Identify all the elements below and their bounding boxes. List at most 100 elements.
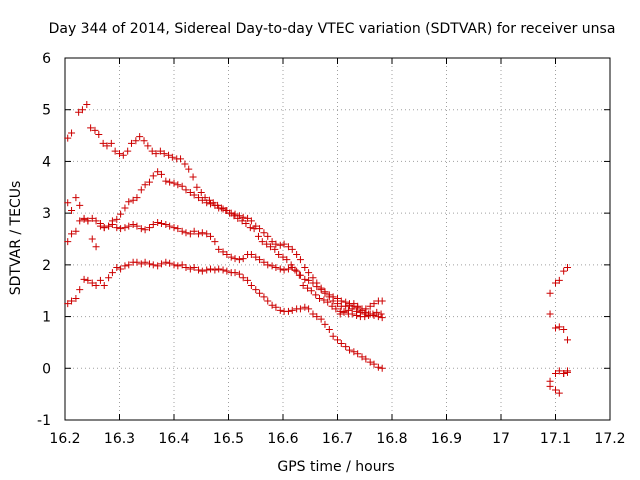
data-point <box>195 194 203 202</box>
data-point <box>144 142 152 150</box>
data-point <box>239 213 247 221</box>
data-point <box>563 336 571 344</box>
data-point <box>162 221 170 229</box>
data-point <box>117 210 125 218</box>
data-point <box>64 134 72 142</box>
data-point <box>72 194 80 202</box>
data-point <box>560 326 568 333</box>
data-point <box>157 219 165 227</box>
data-point <box>378 297 386 305</box>
data-point <box>320 296 328 304</box>
data-point <box>342 298 350 306</box>
data-point <box>301 263 309 271</box>
x-tick-label: 16.4 <box>158 431 189 447</box>
data-point <box>121 224 129 232</box>
data-point <box>166 222 174 230</box>
data-point <box>64 238 72 246</box>
data-point <box>264 261 272 269</box>
data-point <box>560 267 568 275</box>
data-point <box>117 265 125 273</box>
data-point <box>99 139 107 147</box>
data-point <box>284 265 292 273</box>
data-point <box>252 253 260 261</box>
data-point <box>152 150 160 158</box>
data-point <box>168 153 176 161</box>
data-point <box>91 126 99 134</box>
data-point <box>244 276 252 284</box>
data-point <box>127 139 135 147</box>
data-point <box>268 301 276 309</box>
data-point <box>186 265 194 273</box>
data-point <box>272 303 280 311</box>
x-axis-label: GPS time / hours <box>277 459 394 475</box>
data-point <box>76 201 84 209</box>
data-point <box>95 131 103 139</box>
axis-ticks <box>64 57 611 421</box>
data-point <box>552 279 559 287</box>
data-point <box>325 291 333 299</box>
data-point <box>203 199 211 207</box>
chart-title: Day 344 of 2014, Sidereal Day-to-day VTE… <box>49 21 616 37</box>
data-point <box>157 170 165 178</box>
data-point <box>304 284 312 292</box>
data-point <box>276 241 284 249</box>
data-point <box>154 168 162 176</box>
data-point <box>92 282 100 290</box>
data-point <box>87 124 95 132</box>
data-point <box>75 108 83 116</box>
data-point <box>348 305 356 313</box>
series-track-d <box>64 258 386 372</box>
data-point <box>68 129 76 137</box>
data-point <box>256 256 264 264</box>
data-point <box>148 147 156 155</box>
data-point <box>125 222 133 230</box>
data-point <box>271 245 279 253</box>
data-point <box>256 289 264 297</box>
data-point <box>358 353 366 361</box>
data-point <box>88 214 96 222</box>
data-point <box>354 303 362 311</box>
y-tick-label: 0 <box>42 361 51 377</box>
data-point <box>72 227 80 235</box>
data-points <box>64 101 571 397</box>
data-point <box>235 270 243 278</box>
data-point <box>260 229 268 237</box>
data-point <box>328 302 336 310</box>
data-point <box>276 265 284 273</box>
data-point <box>133 258 141 266</box>
data-point <box>299 282 307 290</box>
data-point <box>252 286 260 294</box>
data-point <box>555 276 563 284</box>
data-point <box>296 256 304 264</box>
data-point <box>96 276 104 284</box>
data-point <box>121 262 129 270</box>
data-point <box>162 177 170 185</box>
data-point <box>332 305 340 313</box>
data-point <box>563 263 571 271</box>
data-point <box>227 253 235 261</box>
x-tick-labels: 16.2 16.3 16.4 16.5 16.6 16.7 16.8 16.9 17 17.1 17… <box>49 431 625 447</box>
data-point <box>137 186 145 194</box>
data-point <box>288 263 296 271</box>
y-tick-label: 1 <box>42 310 51 326</box>
data-point <box>555 389 563 397</box>
data-point <box>84 276 92 284</box>
data-point <box>231 269 239 277</box>
data-point <box>132 137 140 145</box>
data-point <box>83 101 91 109</box>
data-point <box>235 212 243 220</box>
data-point <box>296 305 304 313</box>
data-point <box>288 306 296 314</box>
data-point <box>166 259 174 267</box>
data-point <box>64 300 72 308</box>
series-late-b <box>546 310 571 344</box>
series-track-c <box>64 194 386 322</box>
data-point <box>239 274 247 282</box>
data-point <box>284 307 292 315</box>
data-point <box>116 150 123 158</box>
data-point <box>336 310 344 318</box>
data-point <box>247 282 255 290</box>
data-point <box>193 183 201 191</box>
data-point <box>203 230 211 238</box>
